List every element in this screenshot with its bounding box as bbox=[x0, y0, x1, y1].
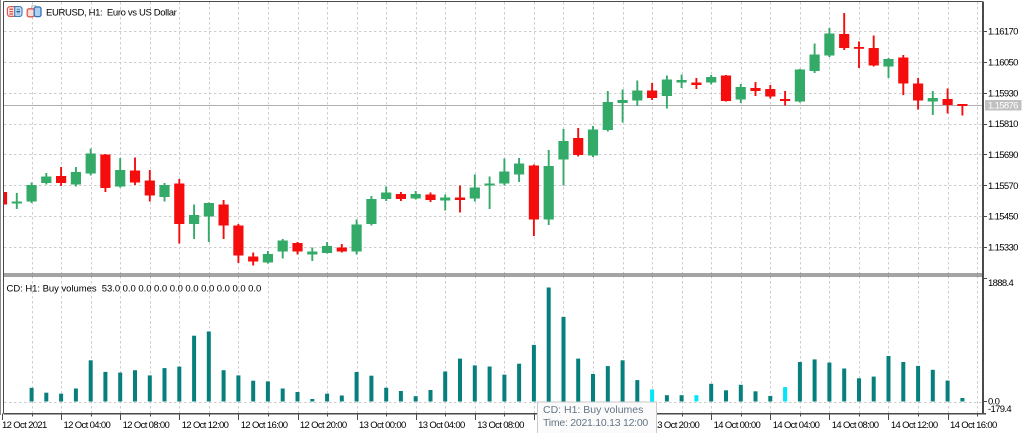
svg-text:14 Oct 08:00: 14 Oct 08:00 bbox=[832, 420, 879, 431]
svg-text:0.0: 0.0 bbox=[988, 397, 1000, 408]
svg-text:1.15930: 1.15930 bbox=[988, 88, 1018, 99]
svg-text:13 Oct 20:00: 13 Oct 20:00 bbox=[653, 420, 700, 431]
svg-text:12 Oct 04:00: 12 Oct 04:00 bbox=[64, 420, 111, 431]
svg-text:13 Oct 04:00: 13 Oct 04:00 bbox=[418, 420, 465, 431]
svg-text:1.15876: 1.15876 bbox=[988, 101, 1018, 112]
svg-text:13 Oct 00:00: 13 Oct 00:00 bbox=[359, 420, 406, 431]
svg-text:CD: H1: Buy volumes 53.0 0.0: CD: H1: Buy volumes 53.0 0.0 0.0 0.0 0.0… bbox=[7, 284, 262, 295]
svg-text:1.15690: 1.15690 bbox=[988, 150, 1018, 161]
svg-text:12 Oct 12:00: 12 Oct 12:00 bbox=[182, 420, 229, 431]
svg-text:-179.4: -179.4 bbox=[988, 404, 1011, 415]
svg-text:1.15570: 1.15570 bbox=[988, 181, 1018, 192]
svg-text:14 Oct 16:00: 14 Oct 16:00 bbox=[950, 420, 997, 431]
svg-text:14 Oct 12:00: 14 Oct 12:00 bbox=[891, 420, 938, 431]
svg-text:13 Oct 08:00: 13 Oct 08:00 bbox=[477, 420, 524, 431]
svg-text:Time: 2021.10.13 12:00: Time: 2021.10.13 12:00 bbox=[543, 417, 648, 429]
svg-text:14 Oct 00:00: 14 Oct 00:00 bbox=[714, 420, 761, 431]
svg-text:1.16050: 1.16050 bbox=[988, 58, 1018, 69]
svg-text:1.15450: 1.15450 bbox=[988, 212, 1018, 223]
svg-text:1.16170: 1.16170 bbox=[988, 27, 1018, 38]
svg-text:12 Oct 16:00: 12 Oct 16:00 bbox=[241, 420, 288, 431]
svg-text:1.15810: 1.15810 bbox=[988, 119, 1018, 130]
svg-text:12 Oct 20:00: 12 Oct 20:00 bbox=[300, 420, 347, 431]
svg-text:EURUSD, H1: Euro vs US Dollar: EURUSD, H1: Euro vs US Dollar bbox=[46, 8, 177, 19]
svg-text:14 Oct 04:00: 14 Oct 04:00 bbox=[773, 420, 820, 431]
svg-text:1.15330: 1.15330 bbox=[988, 243, 1018, 254]
svg-text:12 Oct 08:00: 12 Oct 08:00 bbox=[123, 420, 170, 431]
svg-text:12 Oct 2021: 12 Oct 2021 bbox=[2, 420, 47, 431]
svg-text:1888.4: 1888.4 bbox=[988, 278, 1014, 289]
svg-text:CD: H1: Buy volumes: CD: H1: Buy volumes bbox=[543, 404, 643, 416]
